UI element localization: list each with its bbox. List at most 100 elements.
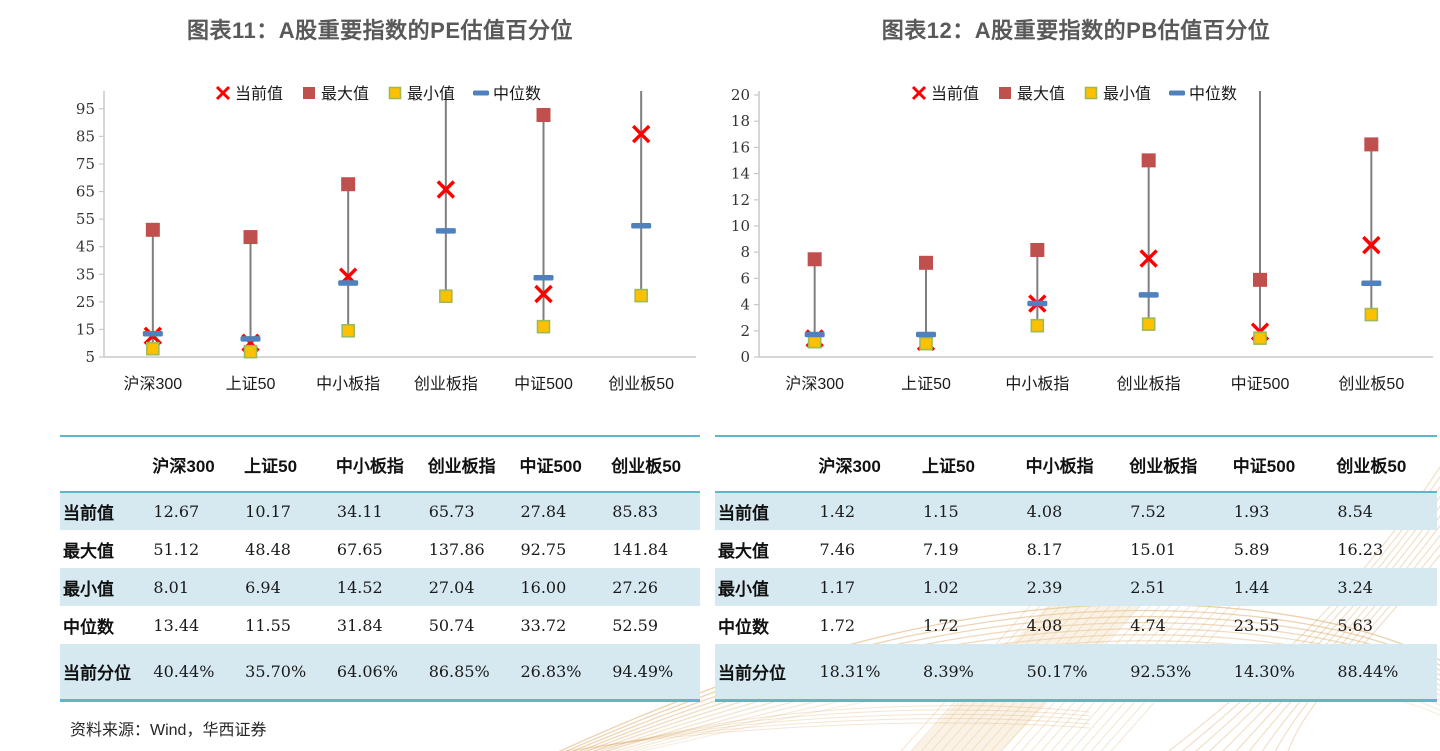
- pe-hilo-chart: 5 15 25 35 45 55 65 75 85 95 沪深300 上证50 中小板指 创业板指 中证50…: [76, 85, 696, 393]
- table-cell: 12.67: [153, 502, 200, 521]
- x-category-label: 创业板指: [1117, 375, 1181, 393]
- x-category-label: 中小板指: [316, 375, 380, 393]
- min-square-marker: [341, 323, 355, 338]
- min-square-marker: [919, 336, 933, 351]
- decor-curve: [565, 609, 1440, 751]
- decor-curve: [1222, 505, 1440, 751]
- table-cell: 4.08: [1026, 502, 1063, 521]
- min-square-marker: [634, 288, 648, 303]
- table-cell: 64.06%: [336, 661, 398, 681]
- decor-curve: [1274, 544, 1440, 751]
- table-column-header: 上证50: [241, 436, 333, 493]
- decor-curve: [1090, 571, 1251, 751]
- table-cell: 52.59: [612, 615, 659, 635]
- table-cell: 14.30%: [1233, 661, 1295, 681]
- table-cell: 18.31%: [819, 661, 881, 681]
- decor-curve: [582, 713, 1091, 751]
- decor-curve: [1060, 571, 1221, 751]
- table-cell: 5.89: [1233, 539, 1270, 559]
- legend-median-dash: [473, 90, 489, 96]
- pb-section: 图表12：A股重要指数的PB估值百分位 0 2 4 6 8 10 12 14 16 18 20 沪深3…: [715, 0, 1437, 702]
- median-dash-marker: [338, 280, 359, 286]
- y-tick-label: 4: [740, 296, 750, 314]
- table-column-header: 创业板50: [608, 436, 700, 493]
- table-corner-cell: [60, 436, 150, 493]
- median-dash-marker: [533, 275, 554, 281]
- y-tick-label: 14: [731, 165, 750, 183]
- table-cell: 8.17: [1026, 539, 1063, 559]
- y-tick-label: 18: [731, 112, 750, 130]
- decor-curve: [599, 639, 1440, 751]
- row-label: 最大值: [63, 541, 114, 561]
- row-label: 最大值: [718, 541, 769, 561]
- decor-curve: [950, 571, 1111, 751]
- table-cell: 92.75: [520, 539, 567, 559]
- decor-curve: [606, 646, 1440, 751]
- decor-curve: [622, 658, 1440, 751]
- table-corner-cell: [715, 436, 816, 493]
- table-cell: 23.55: [1233, 615, 1280, 635]
- y-tick-label: 2: [740, 322, 750, 340]
- decor-curve: [970, 571, 1131, 751]
- table-column-header: 中小板指: [1022, 436, 1127, 493]
- legend-label: 最大值: [1017, 85, 1065, 103]
- table-cell: 8.01: [153, 577, 190, 597]
- decor-curve: [1080, 571, 1241, 751]
- y-tick-label: 10: [731, 217, 750, 235]
- table-cell: 48.48: [245, 539, 291, 559]
- table-cell: 6.94: [245, 577, 281, 597]
- row-label: 当前值: [718, 504, 769, 523]
- table-cell: 7.19: [923, 539, 959, 559]
- y-tick-label: 95: [76, 100, 95, 118]
- x-category-label: 上证50: [226, 375, 276, 393]
- decor-curve: [592, 633, 1440, 751]
- table-cell: 7.46: [819, 539, 856, 559]
- table-cell: 2.39: [1026, 577, 1063, 597]
- row-label: 最小值: [63, 579, 114, 599]
- table-row: 最大值 51.12 48.48 67.65 137.86 92.75 141.84: [60, 530, 700, 568]
- decor-curve: [1287, 554, 1440, 751]
- pb-value-table: 沪深300 上证50 中小板指 创业板指 中证500 创业板50 当前值 1.42 1.15 4.…: [715, 435, 1437, 702]
- current-x-marker: [1362, 235, 1381, 255]
- current-x-marker: [1139, 249, 1158, 268]
- row-label: 中位数: [718, 617, 769, 637]
- x-category-label: 沪深300: [785, 375, 844, 393]
- current-x-marker: [631, 124, 651, 144]
- max-square-marker: [807, 252, 822, 267]
- source-note: 资料来源：Wind，华西证券: [70, 721, 267, 739]
- decor-curve: [1208, 495, 1440, 751]
- decor-curve: [1070, 571, 1231, 751]
- table-row: 中位数 1.72 1.72 4.08 4.74 23.55 5.63: [715, 606, 1437, 644]
- decor-curve: [558, 603, 1440, 751]
- table-cell: 35.70%: [245, 661, 307, 681]
- max-square-marker: [919, 255, 933, 270]
- x-category-label: 沪深300: [123, 375, 182, 393]
- table-cell: 94.49%: [612, 661, 674, 681]
- max-square-marker: [145, 222, 160, 237]
- median-dash-marker: [240, 336, 261, 342]
- max-square-marker: [243, 230, 258, 245]
- table-cell: 92.53%: [1130, 661, 1192, 681]
- pb-hilo-chart: 0 2 4 6 8 10 12 14 16 18 20 沪深300 上证50 中小板指 创业板指 中证500 创…: [731, 85, 1433, 393]
- median-dash-marker: [631, 223, 652, 229]
- decor-curve: [960, 571, 1121, 751]
- decor-curve: [561, 722, 1091, 751]
- table-cell: 14.52: [336, 577, 383, 597]
- min-square-marker: [439, 289, 453, 304]
- table-column-header: 上证50: [919, 436, 1023, 493]
- min-square-marker: [1141, 317, 1156, 331]
- table-column-header: 沪深300: [149, 436, 242, 493]
- max-square-marker: [536, 107, 551, 122]
- table-cell: 7.52: [1130, 502, 1166, 521]
- table-cell: 16.00: [520, 577, 567, 597]
- decor-curve: [1248, 524, 1440, 751]
- decor-curve: [940, 571, 1101, 751]
- table-row: 最大值 7.46 7.19 8.17 15.01 5.89 16.23: [715, 530, 1437, 568]
- median-dash-marker: [1027, 300, 1048, 307]
- table-cell: 31.84: [336, 615, 383, 635]
- decor-curve: [1181, 475, 1440, 751]
- table-cell: 1.72: [819, 615, 856, 635]
- y-tick-label: 20: [731, 86, 750, 104]
- median-dash-marker: [435, 228, 456, 234]
